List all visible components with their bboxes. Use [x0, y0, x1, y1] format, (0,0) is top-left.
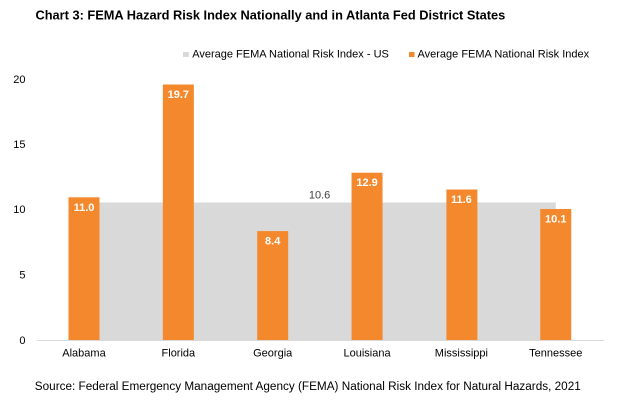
svg-text:15: 15: [13, 139, 25, 151]
svg-text:Alabama: Alabama: [62, 348, 106, 360]
svg-text:11.0: 11.0: [74, 202, 95, 214]
svg-text:Average FEMA National Risk Ind: Average FEMA National Risk Index: [418, 48, 590, 60]
svg-text:Tennessee: Tennessee: [529, 348, 582, 360]
svg-text:Chart 3: FEMA Hazard Risk Inde: Chart 3: FEMA Hazard Risk Index National…: [36, 8, 506, 23]
svg-text:19.7: 19.7: [168, 89, 189, 101]
svg-text:8.4: 8.4: [265, 236, 281, 248]
svg-text:10: 10: [13, 204, 25, 216]
svg-text:11.6: 11.6: [451, 194, 472, 206]
svg-text:10.6: 10.6: [309, 190, 330, 202]
svg-text:Mississippi: Mississippi: [435, 348, 488, 360]
svg-text:Source: Federal Emergency Mana: Source: Federal Emergency Management Age…: [35, 380, 581, 393]
svg-text:Georgia: Georgia: [253, 348, 293, 360]
svg-text:20: 20: [13, 74, 25, 86]
svg-text:Average FEMA National Risk Ind: Average FEMA National Risk Index - US: [192, 48, 389, 60]
svg-text:0: 0: [19, 335, 25, 347]
svg-text:5: 5: [19, 269, 25, 281]
svg-text:10.1: 10.1: [545, 214, 566, 226]
svg-text:Louisiana: Louisiana: [344, 348, 392, 360]
svg-text:12.9: 12.9: [356, 177, 377, 189]
svg-text:Florida: Florida: [162, 348, 197, 360]
